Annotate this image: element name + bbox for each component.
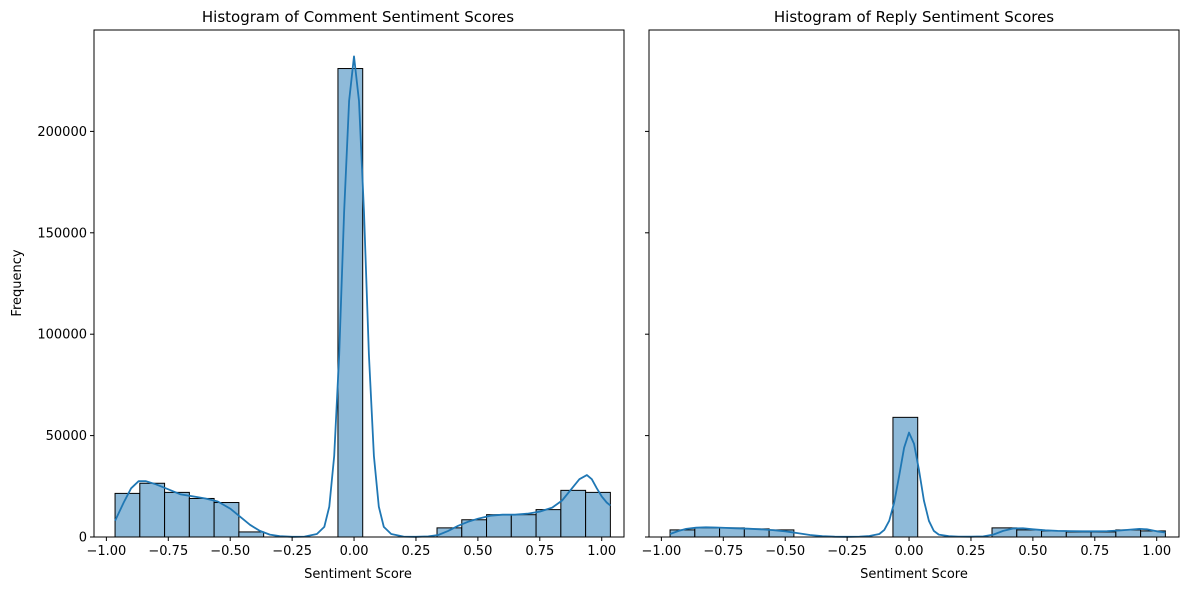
comment-y-tick-label: 50000 xyxy=(46,429,87,444)
comment-x-tick-label: 0.00 xyxy=(340,544,369,559)
reply-histogram-panel: Histogram of Reply Sentiment Scores Sent… xyxy=(641,8,1180,582)
reply-x-tick-label: 0.25 xyxy=(956,544,985,559)
comment-x-tick-label: −0.25 xyxy=(272,544,312,559)
comment-histogram-panel: Histogram of Comment Sentiment Scores Se… xyxy=(10,8,625,582)
reply-bar xyxy=(1090,531,1117,538)
reply-x-tick-label: −0.25 xyxy=(827,544,867,559)
reply-x-ticks: −1.00 −0.75 −0.50 −0.25 0.00 0.25 0.50 0.75 1.00 xyxy=(641,537,1171,559)
comment-y-tick-label: 200000 xyxy=(37,125,87,140)
reply-x-tick-label: −0.75 xyxy=(703,544,743,559)
reply-x-tick-label: 1.00 xyxy=(1142,544,1171,559)
comment-x-tick-label: 1.00 xyxy=(587,544,616,559)
reply-bar xyxy=(892,416,919,538)
comment-x-tick-label: −1.00 xyxy=(86,544,126,559)
comment-bar xyxy=(238,531,265,538)
comment-x-ticks: −1.00 −0.75 −0.50 −0.25 0.00 0.25 0.50 0.75 1.00 xyxy=(86,537,616,559)
comment-y-axis-label: Frequency xyxy=(10,249,25,316)
comment-x-tick-label: 0.50 xyxy=(463,544,492,559)
reply-x-axis-label: Sentiment Score xyxy=(860,567,968,582)
comment-bar xyxy=(510,514,537,538)
comment-bar xyxy=(486,514,512,538)
comment-bar xyxy=(139,482,166,538)
comment-kde xyxy=(114,55,611,538)
comment-y-tick-label: 150000 xyxy=(37,226,87,241)
reply-kde-line xyxy=(669,431,1166,538)
reply-x-tick-label: 0.50 xyxy=(1018,544,1047,559)
reply-x-tick-label: −1.00 xyxy=(641,544,681,559)
comment-bar xyxy=(114,492,141,538)
reply-bar xyxy=(694,527,721,538)
comment-x-tick-label: −0.75 xyxy=(148,544,188,559)
comment-x-tick-label: −0.50 xyxy=(210,544,250,559)
comment-y-tick-label: 0 xyxy=(79,531,87,546)
reply-y-ticks xyxy=(645,130,649,538)
comment-y-tick-label: 100000 xyxy=(37,328,87,343)
reply-x-tick-label: 0.00 xyxy=(895,544,924,559)
reply-x-tick-label: 0.75 xyxy=(1080,544,1109,559)
reply-axes-frame xyxy=(648,29,1180,538)
comment-x-tick-label: 0.25 xyxy=(401,544,430,559)
reply-x-tick-label: −0.50 xyxy=(765,544,805,559)
reply-bar xyxy=(1016,529,1043,538)
comment-bar xyxy=(585,491,611,538)
comment-bars xyxy=(114,68,611,538)
comment-bar xyxy=(164,491,190,538)
comment-kde-line xyxy=(114,55,611,538)
comment-bar xyxy=(535,509,562,538)
comment-bar xyxy=(337,68,364,538)
comment-y-ticks: 0 50000 100000 150000 200000 xyxy=(37,125,94,546)
comment-bar xyxy=(213,502,240,538)
comment-x-tick-label: 0.75 xyxy=(525,544,554,559)
reply-chart-title: Histogram of Reply Sentiment Scores xyxy=(774,8,1054,26)
reply-kde xyxy=(669,431,1166,538)
comment-chart-title: Histogram of Comment Sentiment Scores xyxy=(202,8,514,26)
comment-bar xyxy=(188,497,215,538)
comment-bar xyxy=(436,527,463,538)
comment-x-axis-label: Sentiment Score xyxy=(304,567,412,582)
reply-bar xyxy=(1065,531,1092,538)
comment-axes-frame xyxy=(93,29,625,538)
